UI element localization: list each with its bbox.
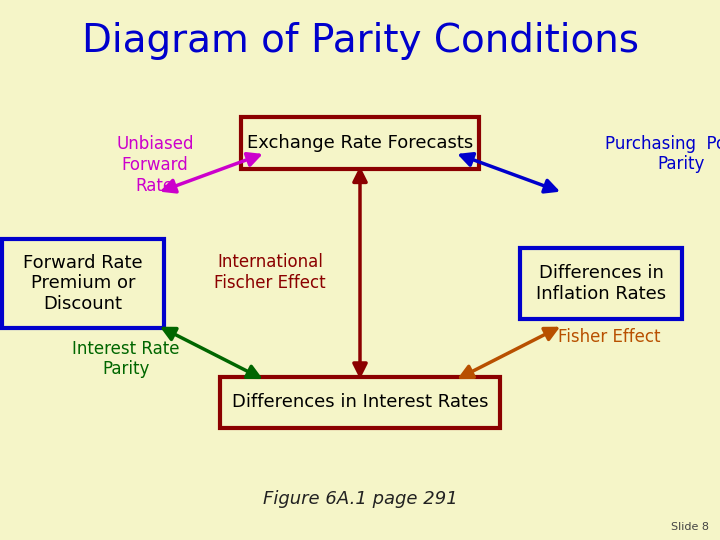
FancyBboxPatch shape [520,248,682,319]
Text: Unbiased
Forward
Rate: Unbiased Forward Rate [116,135,194,194]
Text: Exchange Rate Forecasts: Exchange Rate Forecasts [247,134,473,152]
FancyBboxPatch shape [220,377,500,428]
Text: Forward Rate
Premium or
Discount: Forward Rate Premium or Discount [23,254,143,313]
Text: Purchasing  Power
Parity: Purchasing Power Parity [605,134,720,173]
FancyBboxPatch shape [2,239,164,328]
Text: Diagram of Parity Conditions: Diagram of Parity Conditions [81,22,639,59]
Text: Slide 8: Slide 8 [671,522,709,532]
Text: International
Fischer Effect: International Fischer Effect [214,253,326,292]
Text: Differences in
Inflation Rates: Differences in Inflation Rates [536,264,666,303]
Text: Figure 6A.1 page 291: Figure 6A.1 page 291 [263,490,457,509]
FancyBboxPatch shape [241,117,479,168]
Text: Differences in Interest Rates: Differences in Interest Rates [232,393,488,411]
Text: Fisher Effect: Fisher Effect [558,328,660,347]
Text: Interest Rate
Parity: Interest Rate Parity [72,340,180,379]
